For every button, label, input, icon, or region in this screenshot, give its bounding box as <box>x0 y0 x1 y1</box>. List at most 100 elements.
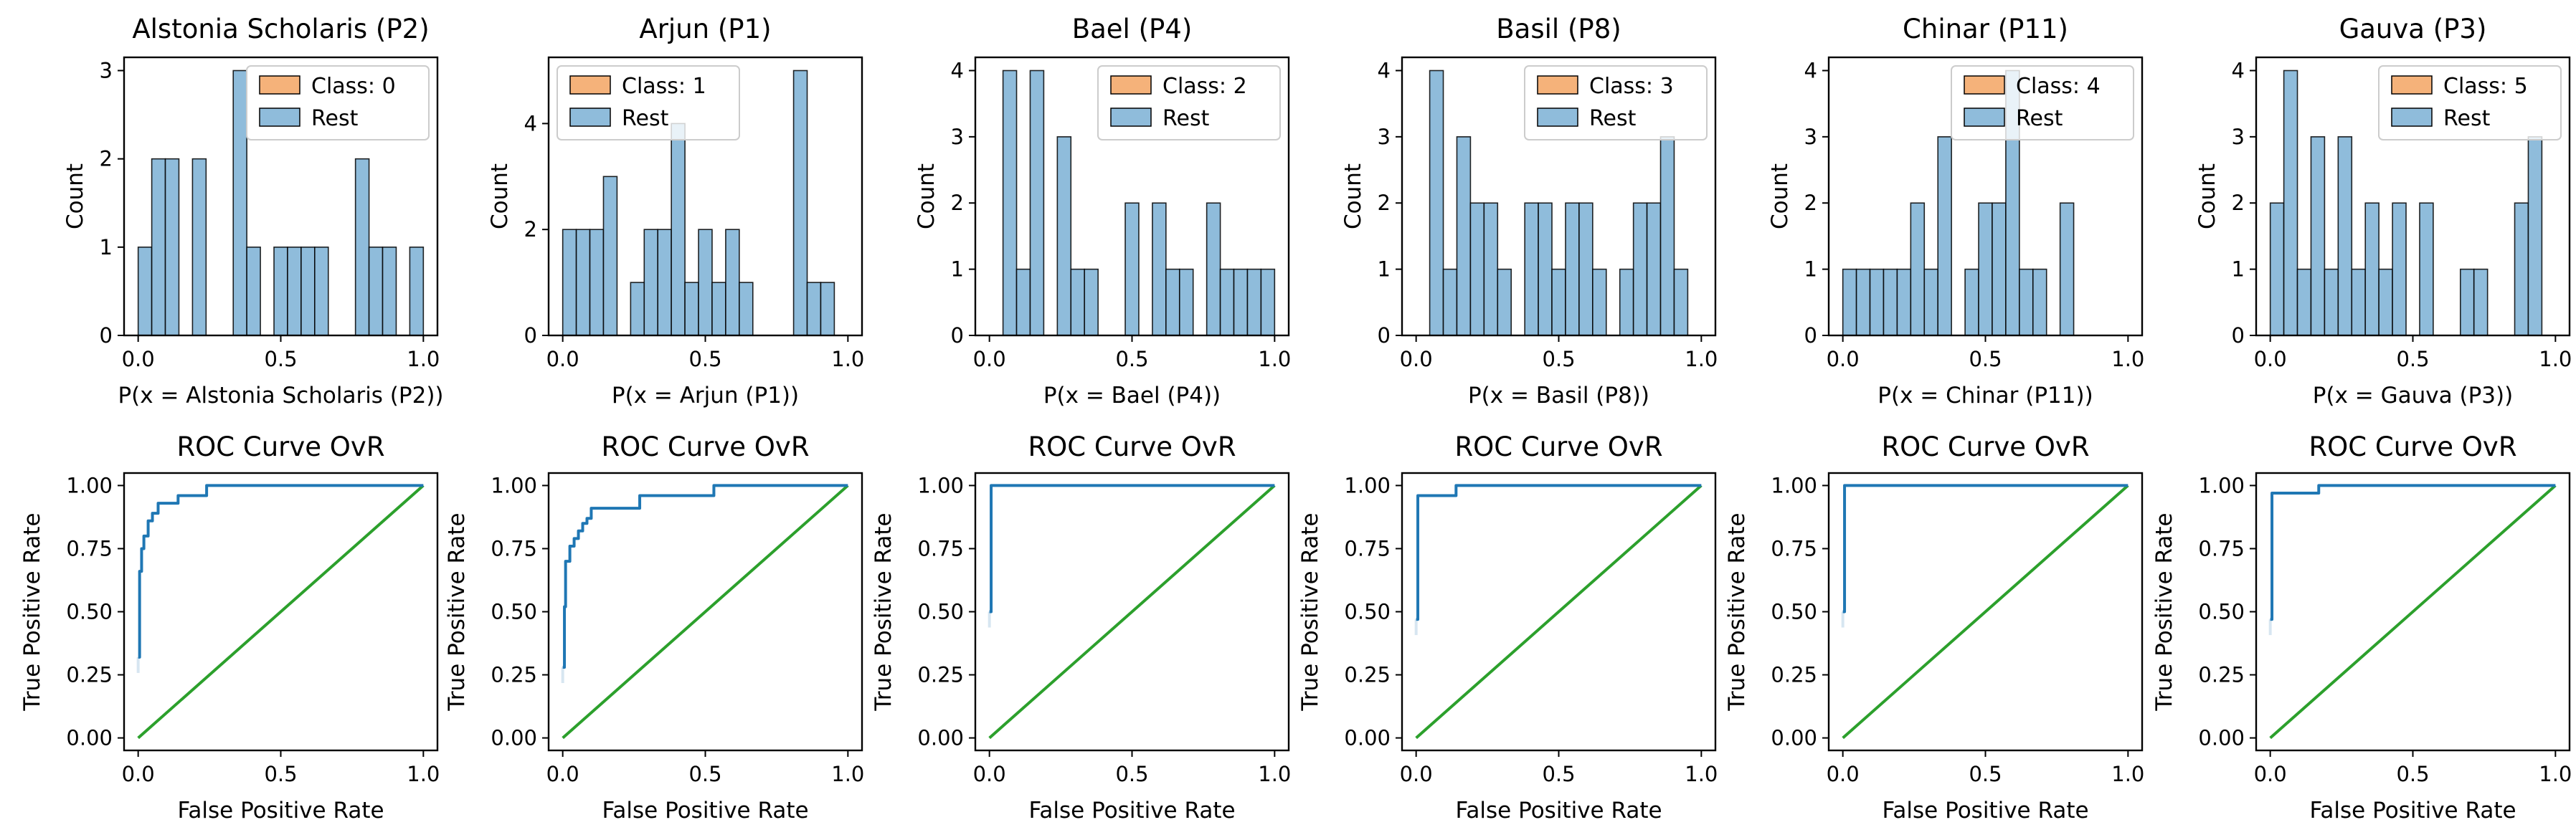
x-tick-label: 0.0 <box>546 762 579 786</box>
y-tick-label: 0.75 <box>2198 536 2245 560</box>
y-tick-label: 0.25 <box>1344 663 1391 687</box>
histogram-bar <box>1923 268 1939 336</box>
y-tick-label: 0.25 <box>2198 663 2245 687</box>
histogram-bar <box>1219 268 1235 336</box>
x-tick-label: 1.0 <box>2539 762 2572 786</box>
y-tick-label: 1.00 <box>1771 473 1817 497</box>
y-tick-label: 0.00 <box>66 726 113 750</box>
histogram-bar <box>1659 136 1675 336</box>
histogram-panel-0: 0 1 2 3 0.0 0.5 1.0 Alstonia Scholaris (P2) P(x … <box>62 14 444 409</box>
x-tick-label: 0.5 <box>1115 762 1148 786</box>
histogram-bar <box>273 247 288 336</box>
histogram-bar <box>1178 268 1194 336</box>
histogram-bar <box>1233 268 1249 336</box>
roc-confidence-band <box>2268 619 2272 636</box>
legend-label: Rest <box>2016 106 2063 131</box>
histogram-bar <box>2296 268 2312 336</box>
legend-label: Class: 4 <box>2016 74 2101 99</box>
roc-panel-3: 0.00 0.25 0.50 0.75 1.00 0.0 0.5 1.0 ROC Curve O… <box>1297 431 1718 824</box>
histogram-bar <box>589 229 605 336</box>
x-tick-label: 1.0 <box>2111 762 2144 786</box>
legend-swatch <box>1110 75 1152 95</box>
histogram-bar <box>1483 202 1499 336</box>
histogram-bar <box>2364 202 2380 336</box>
x-tick-label: 1.0 <box>2111 347 2144 371</box>
y-tick-label: 0.50 <box>66 600 113 624</box>
y-tick-label: 3 <box>1804 125 1817 149</box>
y-tick-label: 0 <box>2232 323 2245 348</box>
histogram-bar <box>1578 202 1594 336</box>
y-tick-label: 4 <box>524 111 537 135</box>
histogram-bar <box>1056 136 1072 336</box>
x-tick-label: 0.0 <box>122 347 155 371</box>
roc-panel-4: 0.00 0.25 0.50 0.75 1.00 0.0 0.5 1.0 ROC Curve O… <box>1724 431 2144 824</box>
y-axis-label: Count <box>487 163 513 229</box>
x-tick-label: 1.0 <box>1258 347 1291 371</box>
chance-diagonal-line <box>988 484 1276 740</box>
legend: Class: 5 Rest <box>2378 65 2562 140</box>
x-tick-label: 0.0 <box>546 347 579 371</box>
y-tick-label: 0.75 <box>66 536 113 560</box>
y-tick-label: 0.00 <box>1344 726 1391 750</box>
histogram-bar <box>1165 268 1180 336</box>
y-axis-label: Count <box>914 163 939 229</box>
legend-label: Rest <box>2443 106 2491 131</box>
panel-title: ROC Curve OvR <box>2309 431 2516 462</box>
histogram-bar <box>820 282 835 336</box>
legend-swatch <box>1110 108 1152 127</box>
histogram-bar <box>698 229 713 336</box>
histogram-bar <box>314 247 329 336</box>
legend-swatch <box>1537 75 1578 95</box>
histogram-bar <box>1524 202 1539 336</box>
y-tick-label: 0.50 <box>1344 600 1391 624</box>
x-axis-label: P(x = Alstonia Scholaris (P2)) <box>118 383 443 409</box>
histogram-bar <box>575 229 591 336</box>
x-tick-label: 0.0 <box>1827 347 1860 371</box>
x-tick-label: 0.5 <box>1969 347 2002 371</box>
legend-swatch <box>569 75 611 95</box>
y-tick-label: 0.50 <box>917 600 964 624</box>
y-axis-label: True Positive Rate <box>1297 512 1323 711</box>
histogram-bar <box>657 229 672 336</box>
histogram-bar <box>246 247 261 336</box>
x-axis-label: P(x = Basil (P8)) <box>1468 383 1649 409</box>
legend: Class: 0 Rest <box>246 65 430 140</box>
histogram-bar <box>1152 202 1167 336</box>
y-tick-label: 0.00 <box>1771 726 1817 750</box>
histogram-bar <box>1978 202 1993 336</box>
legend-label: Class: 1 <box>622 74 706 99</box>
histogram-bar <box>1260 268 1276 336</box>
panel-title: Chinar (P11) <box>1903 14 2068 44</box>
y-tick-label: 3 <box>100 58 113 82</box>
y-tick-label: 2 <box>524 217 537 242</box>
y-tick-label: 0 <box>524 323 537 348</box>
histogram-bar <box>1429 70 1444 336</box>
y-tick-label: 3 <box>951 125 964 149</box>
panel-title: ROC Curve OvR <box>1454 431 1662 462</box>
legend-label: Class: 5 <box>2443 74 2528 99</box>
x-axis-label: False Positive Rate <box>602 798 808 824</box>
y-tick-label: 0.25 <box>66 663 113 687</box>
legend-swatch <box>259 75 300 95</box>
roc-confidence-band <box>1414 619 1418 636</box>
x-axis-label: P(x = Gauva (P3)) <box>2313 383 2513 409</box>
x-axis-label: False Positive Rate <box>177 798 384 824</box>
roc-confidence-band <box>136 657 140 673</box>
legend-label: Rest <box>622 106 669 131</box>
roc-confidence-band <box>561 667 564 683</box>
histogram-bar <box>2392 202 2407 336</box>
y-tick-label: 1 <box>2232 257 2245 282</box>
histogram-bar <box>2337 136 2353 336</box>
legend: Class: 3 Rest <box>1524 65 1708 140</box>
y-tick-label: 1 <box>1804 257 1817 282</box>
roc-panel-0: 0.00 0.25 0.50 0.75 1.00 0.0 0.5 1.0 ROC Curve O… <box>19 431 440 824</box>
y-tick-label: 0.25 <box>491 663 537 687</box>
y-tick-label: 0.25 <box>917 663 964 687</box>
y-tick-label: 0.75 <box>1771 536 1817 560</box>
histogram-bar <box>137 247 153 336</box>
histogram-bar <box>1565 202 1580 336</box>
x-tick-label: 0.5 <box>688 762 721 786</box>
histogram-bar <box>1206 202 1221 336</box>
legend-swatch <box>259 108 300 127</box>
